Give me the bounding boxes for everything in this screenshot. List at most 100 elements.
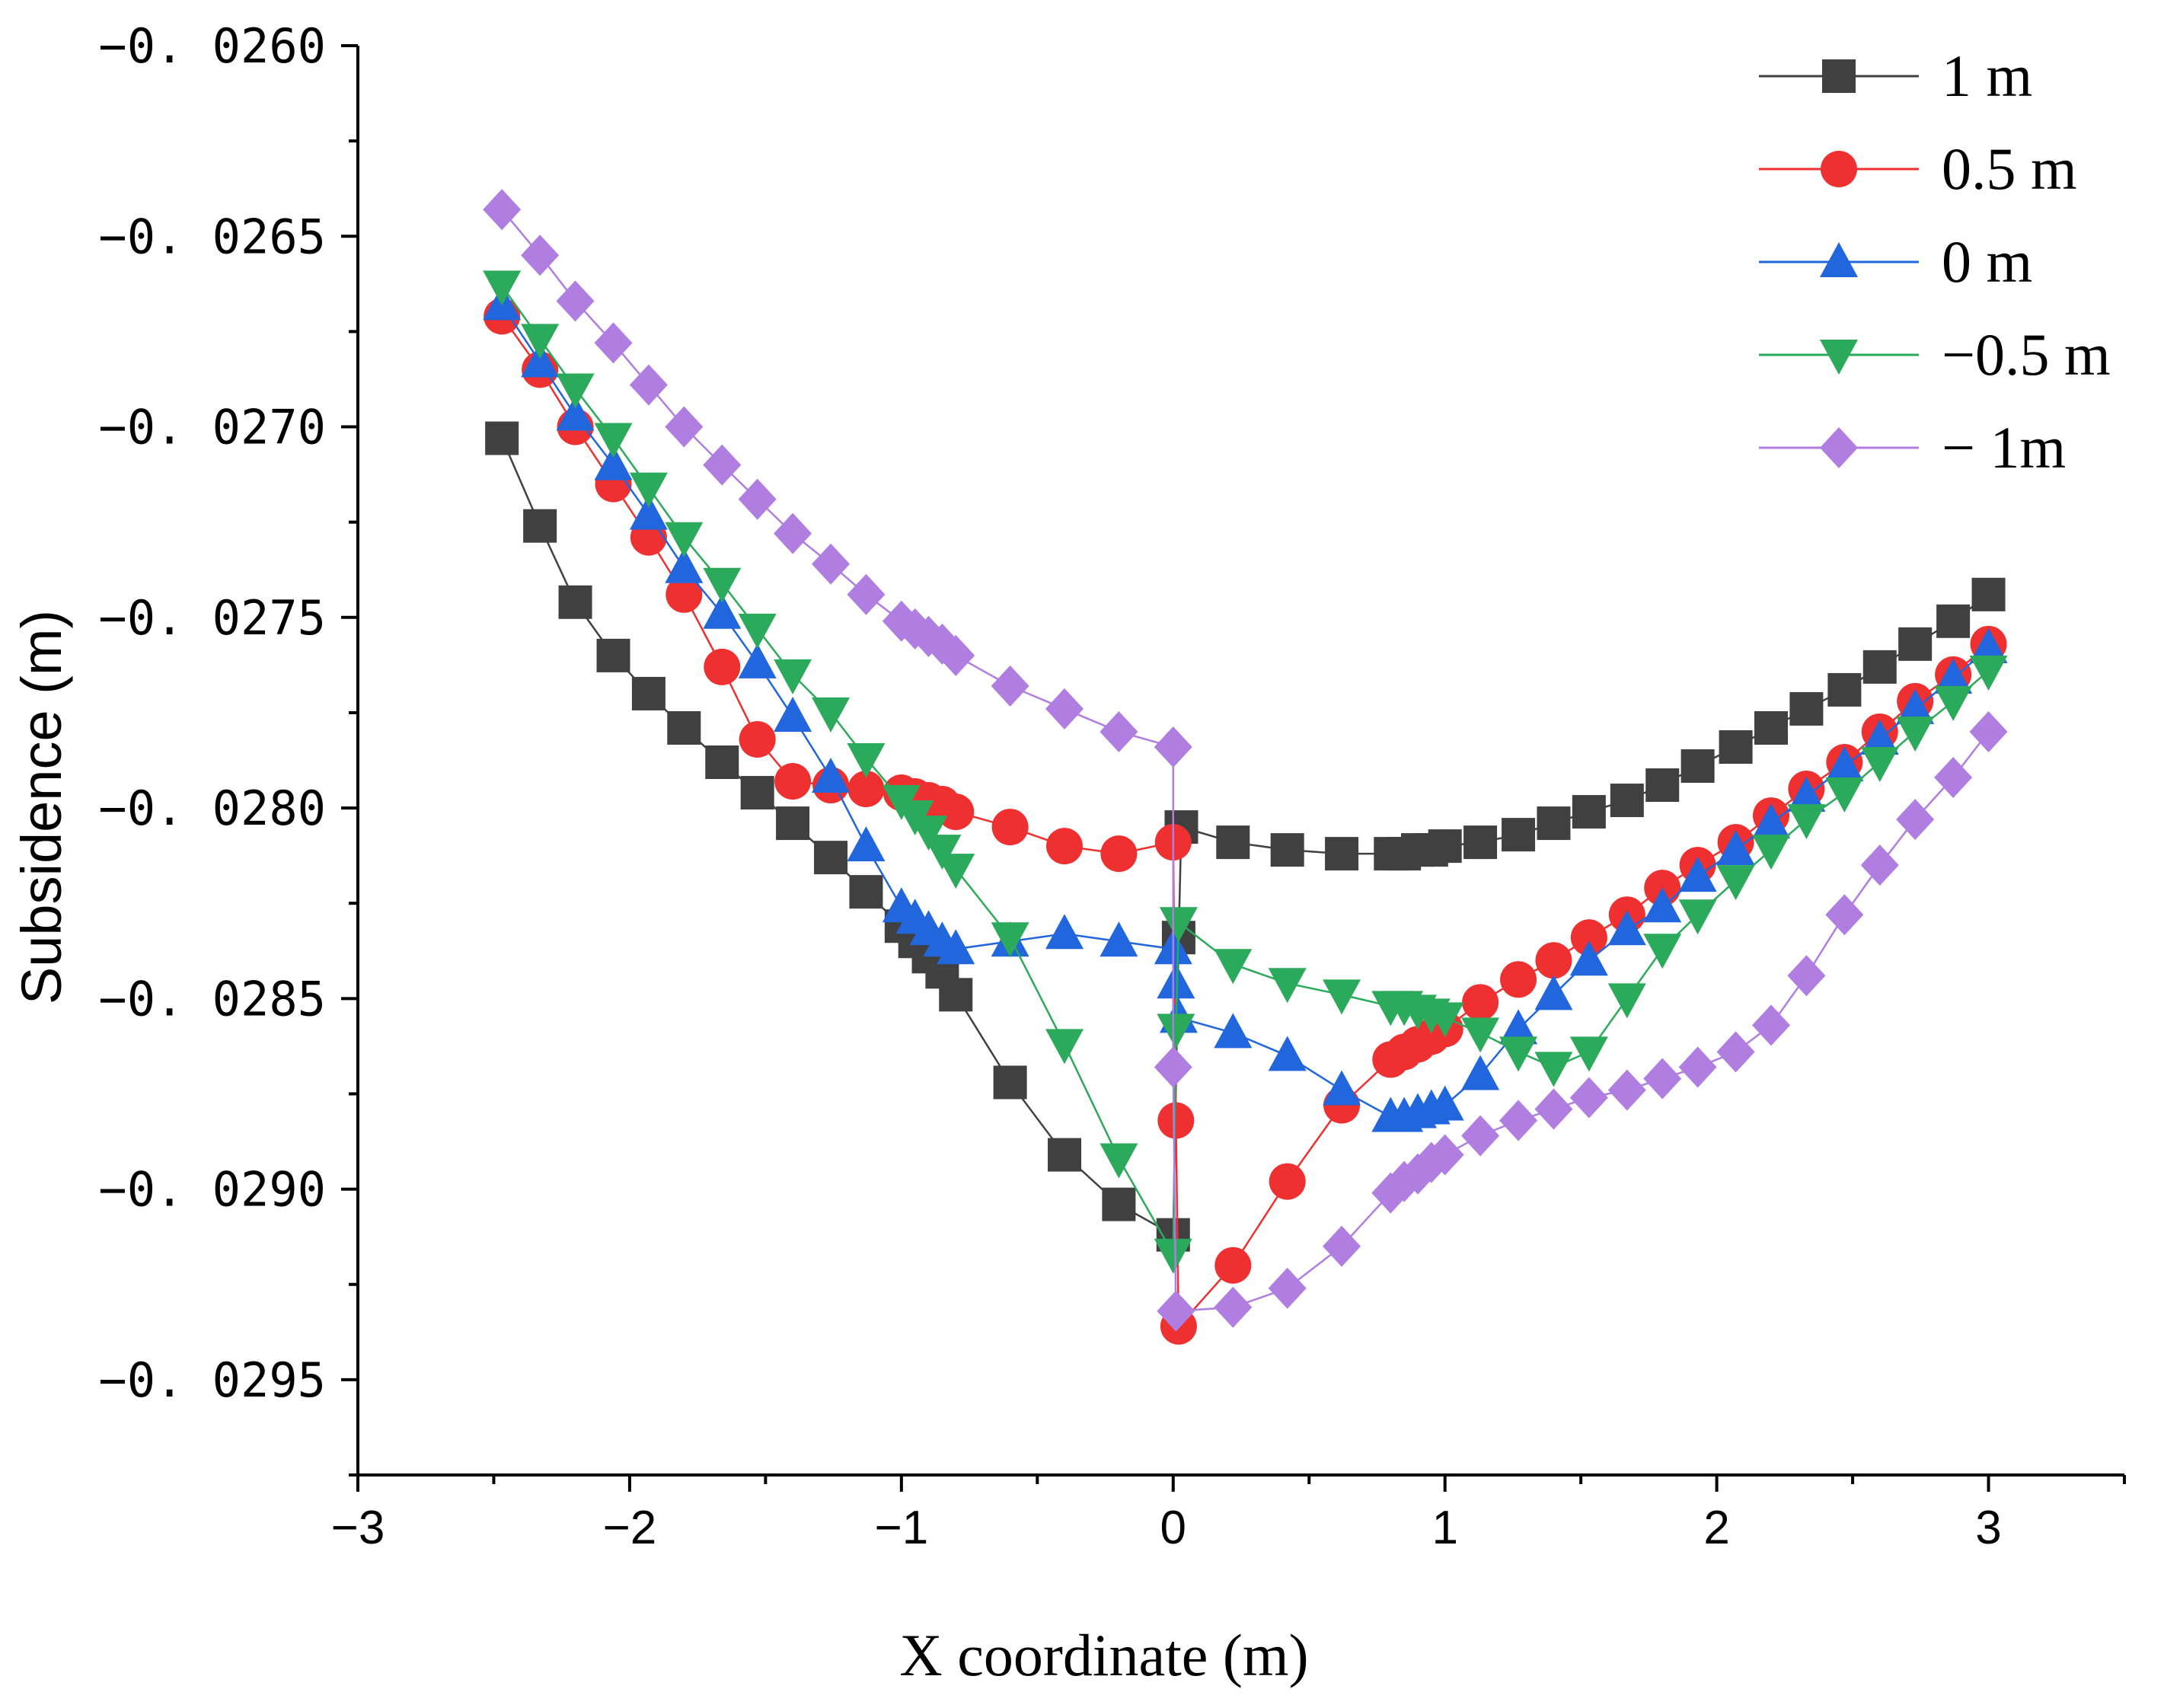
data-point (556, 280, 595, 322)
series-line (501, 304, 1990, 1118)
data-point (847, 742, 886, 778)
legend-marker (1820, 427, 1858, 468)
legend-item: 1 m (1759, 43, 2032, 109)
y-tick-label: −0. 0275 (98, 590, 326, 646)
data-point (667, 710, 701, 745)
data-point (1269, 1163, 1306, 1200)
y-axis-title: Subsidence (m) (10, 610, 73, 1004)
data-point (1898, 627, 1933, 661)
data-point (521, 342, 560, 378)
data-point (738, 613, 777, 649)
data-point (774, 659, 812, 694)
data-point (629, 494, 668, 530)
y-tick-label: −0. 0280 (98, 781, 326, 836)
data-point (774, 763, 812, 800)
data-point (1270, 833, 1304, 867)
data-point (1934, 685, 1973, 721)
data-point (1825, 777, 1864, 813)
legend-label: 0.5 m (1942, 136, 2077, 202)
data-point (991, 665, 1029, 707)
data-point (1100, 710, 1138, 752)
data-point (1934, 658, 1973, 694)
data-point (1048, 1138, 1081, 1172)
data-point (1045, 1029, 1084, 1065)
data-point (774, 696, 812, 732)
data-point (1678, 857, 1717, 892)
data-point (738, 643, 777, 678)
data-point (847, 826, 886, 862)
y-tick-label: −0. 0260 (98, 18, 326, 74)
data-point (1643, 1058, 1682, 1100)
data-point (1936, 604, 1971, 638)
data-point (1461, 1017, 1500, 1053)
data-point (594, 322, 633, 364)
series-4 (483, 270, 2008, 1274)
legend-label: 0 m (1942, 228, 2032, 295)
data-point (1100, 1143, 1138, 1179)
data-point (1969, 710, 2008, 752)
data-point (1154, 726, 1192, 768)
data-point (1100, 835, 1138, 873)
data-point (1323, 1225, 1361, 1267)
data-point (558, 585, 592, 619)
data-point (991, 922, 1029, 958)
data-point (1462, 984, 1499, 1021)
series-5 (483, 189, 2008, 1332)
data-point (1752, 835, 1790, 870)
x-tick-label: −2 (603, 1502, 657, 1554)
x-tick-label: −1 (874, 1502, 928, 1554)
legend-marker (1820, 340, 1858, 375)
data-point (1214, 1247, 1252, 1284)
y-ticks: −0. 0260 −0. 0265 −0. 0270 −0. 0275 −0. 0280… (98, 18, 358, 1477)
x-tick-label: 1 (1431, 1502, 1457, 1554)
axes: −0. 0260 −0. 0265 −0. 0270 −0. 0275 −0. 0280… (98, 18, 2126, 1554)
data-point (1535, 942, 1572, 979)
data-point (1825, 746, 1864, 782)
data-point (1216, 825, 1250, 860)
data-point (1268, 968, 1307, 1004)
series-layer (483, 189, 2008, 1345)
data-point (1323, 979, 1361, 1015)
data-point (703, 444, 742, 486)
data-point (1752, 1004, 1790, 1046)
legend: 1 m 0.5 m 0 m −0.5 m − 1m (1759, 43, 2111, 480)
data-point (1860, 747, 1899, 783)
data-point (1569, 1036, 1608, 1072)
data-point (847, 771, 885, 808)
y-tick-label: −0. 0285 (98, 971, 326, 1026)
data-point (740, 776, 774, 810)
legend-marker (1821, 151, 1857, 187)
data-point (937, 854, 975, 889)
data-point (1896, 688, 1935, 724)
data-point (1569, 940, 1608, 976)
legend-item: 0.5 m (1759, 136, 2077, 202)
data-point (1572, 795, 1606, 829)
data-point (665, 522, 704, 557)
data-point (937, 793, 975, 831)
data-point (923, 835, 962, 870)
data-point (1569, 1077, 1608, 1119)
data-point (705, 745, 739, 780)
data-point (556, 395, 595, 431)
data-point (1425, 1085, 1464, 1121)
data-point (774, 512, 812, 554)
data-point (704, 648, 741, 685)
data-point (1214, 949, 1253, 985)
data-point (1157, 1014, 1195, 1049)
data-point (483, 189, 522, 231)
data-point (1570, 919, 1607, 956)
data-point (1100, 921, 1138, 957)
data-point (993, 1065, 1027, 1100)
data-point (594, 423, 633, 458)
x-ticks: −3 −2 −1 0 1 2 3 (331, 1475, 2126, 1554)
data-point (1607, 983, 1646, 1019)
data-point (1860, 844, 1899, 886)
data-point (521, 324, 560, 359)
data-point (631, 676, 665, 710)
data-point (1678, 899, 1717, 935)
legend-marker (1822, 59, 1856, 93)
data-point (1969, 627, 2008, 663)
data-point (1500, 961, 1537, 998)
data-point (1969, 655, 2008, 691)
